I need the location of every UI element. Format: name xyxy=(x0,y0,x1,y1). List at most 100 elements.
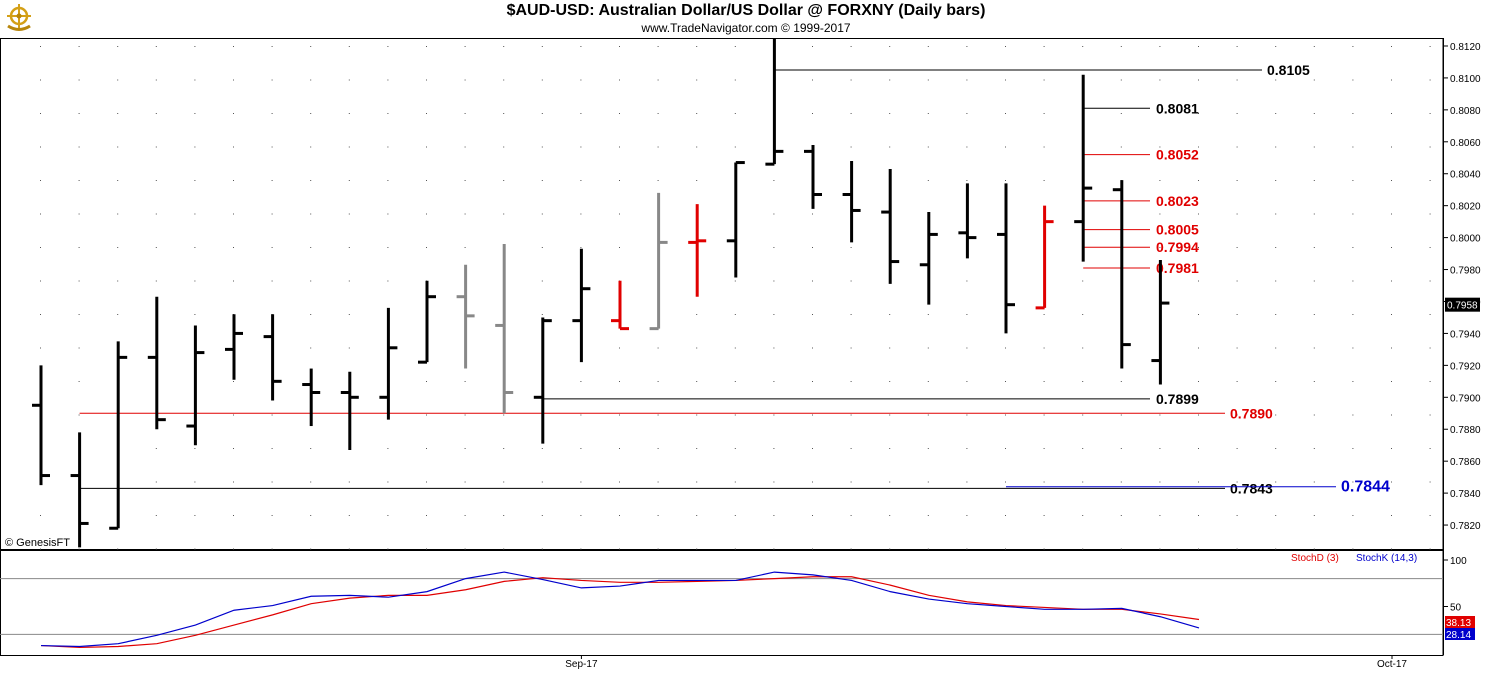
grid-dot xyxy=(619,448,620,449)
grid-dot xyxy=(117,213,119,215)
grid-dot xyxy=(889,414,891,416)
grid-dot xyxy=(580,79,582,81)
y-tick-label: 0.7940 xyxy=(1450,329,1481,340)
grid-dot xyxy=(1275,79,1277,81)
grid-dot xyxy=(78,280,80,282)
grid-dot xyxy=(464,46,466,47)
grid-dot xyxy=(1198,414,1199,416)
grid-dot xyxy=(1236,414,1238,416)
grid-dot xyxy=(1159,113,1161,114)
grid-dot xyxy=(812,213,813,215)
grid-dot xyxy=(1198,113,1199,114)
grid-dot xyxy=(387,146,389,148)
grid-dot xyxy=(734,280,736,282)
grid-dot xyxy=(1005,146,1006,148)
grid-dot xyxy=(1043,414,1045,416)
grid-dot xyxy=(889,381,891,382)
grid-dot xyxy=(696,46,698,47)
grid-dot xyxy=(927,548,929,550)
grid-dot xyxy=(734,46,736,47)
ohlc-bar xyxy=(726,161,745,278)
grid-dot xyxy=(1352,280,1354,282)
grid-dot xyxy=(1005,548,1006,550)
grid-dot xyxy=(1159,146,1161,148)
grid-dot xyxy=(503,79,505,81)
grid-dot xyxy=(966,381,968,382)
grid-dot xyxy=(619,213,620,215)
grid-dot xyxy=(1043,46,1045,47)
grid-dot xyxy=(271,247,273,248)
grid-dot xyxy=(233,146,234,148)
grid-dot xyxy=(889,448,891,449)
ohlc-bar xyxy=(1074,74,1093,262)
grid-dot xyxy=(78,180,80,181)
grid-dot xyxy=(1391,448,1392,449)
grid-dot xyxy=(619,548,620,550)
grid-dot xyxy=(40,180,41,181)
grid-dot xyxy=(233,180,234,181)
grid-dot xyxy=(503,414,505,416)
grid-dot xyxy=(812,347,813,349)
grid-dot xyxy=(1082,515,1084,516)
grid-dot xyxy=(310,314,312,315)
grid-dot xyxy=(464,448,466,449)
grid-dot xyxy=(1120,146,1122,148)
grid-dot xyxy=(1352,180,1354,181)
grid-dot xyxy=(503,146,505,148)
grid-dot xyxy=(1236,515,1238,516)
grid-dot xyxy=(271,448,273,449)
level-label: 0.7843 xyxy=(1230,480,1273,496)
grid-dot xyxy=(233,46,234,47)
grid-dot xyxy=(78,548,80,550)
grid-dot xyxy=(812,113,813,114)
ohlc-bar xyxy=(649,192,668,331)
grid-dot xyxy=(1313,314,1315,315)
level-label: 0.7899 xyxy=(1156,391,1199,407)
grid-dot xyxy=(155,280,157,282)
grid-dot xyxy=(1198,381,1199,382)
ohlc-bar xyxy=(765,38,784,166)
grid-dot xyxy=(40,515,41,516)
grid-dot xyxy=(1236,481,1238,483)
ohlc-bar xyxy=(919,212,938,305)
grid-dot xyxy=(78,113,80,114)
ohlc-bars xyxy=(32,38,1170,548)
grid-dot xyxy=(657,180,659,181)
grid-dot xyxy=(1159,79,1161,81)
grid-dot xyxy=(1313,515,1315,516)
grid-dot xyxy=(773,213,775,215)
grid-dot xyxy=(1082,314,1084,315)
grid-dot xyxy=(1391,314,1392,315)
grid-dot xyxy=(464,481,466,483)
grid-dot xyxy=(1275,347,1277,349)
grid-dot xyxy=(966,347,968,349)
grid-dot xyxy=(1275,448,1277,449)
grid-dot xyxy=(734,347,736,349)
grid-dot xyxy=(1120,381,1122,382)
grid-dot xyxy=(734,113,736,114)
grid-dot xyxy=(1120,79,1122,81)
grid-dot xyxy=(1236,146,1238,148)
grid-dot xyxy=(927,314,929,315)
grid-dot xyxy=(1429,213,1431,215)
grid-dot xyxy=(850,481,852,483)
grid-dot xyxy=(1313,347,1315,349)
grid-dot xyxy=(1159,548,1161,550)
grid-dot xyxy=(657,79,659,81)
grid-dot xyxy=(1198,347,1199,349)
grid-dot xyxy=(889,79,891,81)
chart-subtitle: www.TradeNavigator.com © 1999-2017 xyxy=(641,21,851,35)
ohlc-bar xyxy=(495,243,514,414)
grid-dot xyxy=(1082,347,1084,349)
grid-dot xyxy=(1005,481,1006,483)
grid-dot xyxy=(734,146,736,148)
price-panel: 0.8120 0.8100 0.8080 0.8060 0.8040 0.8020 0.80… xyxy=(0,38,1492,673)
grid-dot xyxy=(657,481,659,483)
grid-dot xyxy=(1352,213,1354,215)
grid-dot xyxy=(1236,79,1238,81)
ohlc-bar xyxy=(225,314,243,380)
grid-dot xyxy=(927,481,929,483)
grid-dot xyxy=(889,481,891,483)
grid-dot xyxy=(78,414,80,416)
grid-dot xyxy=(233,515,234,516)
